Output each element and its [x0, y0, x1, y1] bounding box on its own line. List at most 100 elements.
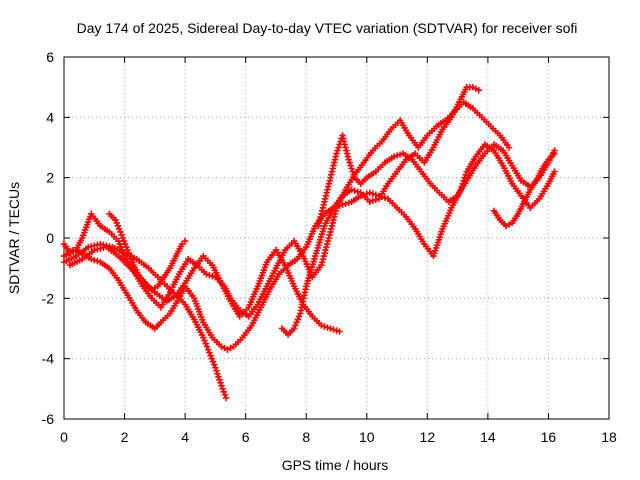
data-point — [210, 361, 218, 368]
x-tick-label: 0 — [60, 429, 68, 445]
data-point — [348, 186, 355, 193]
data-point — [207, 352, 214, 359]
data-point — [294, 316, 301, 323]
data-point — [320, 252, 328, 260]
x-tick-label: 18 — [601, 429, 617, 445]
series-sat-a — [60, 141, 558, 353]
data-point — [212, 364, 219, 371]
data-point — [88, 255, 95, 263]
x-tick-label: 10 — [359, 429, 375, 445]
data-point — [354, 188, 361, 195]
data-point — [181, 237, 189, 245]
data-point — [202, 340, 209, 347]
data-point — [325, 234, 332, 242]
data-point — [348, 165, 355, 172]
data-point — [200, 334, 207, 341]
data-point — [330, 326, 337, 333]
data-point — [322, 246, 329, 254]
y-tick-label: -6 — [42, 411, 55, 427]
series-sat-h — [490, 150, 558, 230]
x-tick-label: 2 — [121, 429, 129, 445]
data-points — [60, 83, 558, 402]
data-point — [505, 144, 513, 151]
data-point — [120, 237, 128, 245]
data-point — [125, 249, 132, 257]
data-point — [326, 231, 333, 239]
data-point — [204, 346, 212, 353]
series-sat-f — [278, 83, 483, 338]
data-point — [345, 199, 352, 207]
data-point — [369, 197, 377, 204]
data-point — [321, 249, 328, 257]
data-point — [208, 355, 215, 362]
data-point — [290, 325, 298, 332]
data-point — [349, 168, 356, 175]
data-point — [293, 319, 300, 326]
data-point — [215, 373, 222, 380]
data-point — [203, 343, 211, 350]
data-point — [116, 240, 123, 248]
data-point — [206, 349, 213, 356]
data-point — [475, 86, 483, 94]
x-axis-title: GPS time / hours — [282, 457, 389, 473]
data-point — [333, 327, 340, 334]
data-point — [213, 367, 220, 374]
data-point — [91, 256, 98, 264]
data-point — [324, 324, 331, 331]
data-point — [323, 240, 331, 248]
series-sat-e — [106, 210, 189, 293]
series-sat-b — [60, 99, 513, 320]
data-point — [381, 194, 389, 201]
data-point — [366, 198, 374, 205]
data-point — [318, 261, 325, 269]
data-point — [366, 189, 374, 196]
data-point — [346, 159, 353, 166]
data-point — [121, 240, 129, 248]
data-point — [292, 322, 299, 329]
data-point — [117, 228, 124, 236]
data-point — [216, 376, 223, 383]
grid-layer — [64, 57, 609, 419]
y-tick-label: 4 — [46, 109, 54, 125]
data-point — [178, 240, 186, 248]
data-point — [345, 156, 352, 163]
data-point — [342, 200, 349, 208]
data-point — [129, 258, 136, 266]
y-axis-ticks: -6 -4 -2 0 2 4 6 — [42, 49, 609, 427]
data-point — [209, 358, 217, 365]
data-point — [112, 216, 119, 224]
data-point — [119, 234, 126, 242]
data-point — [115, 225, 123, 233]
data-point — [369, 190, 377, 197]
data-point — [334, 147, 341, 154]
y-tick-label: 0 — [46, 230, 54, 246]
x-tick-label: 4 — [181, 429, 189, 445]
data-point — [336, 328, 343, 335]
data-point — [551, 168, 558, 175]
data-point — [335, 144, 342, 151]
data-point — [124, 246, 131, 254]
y-tick-label: 2 — [46, 170, 54, 186]
data-point — [351, 187, 358, 194]
data-point — [221, 391, 229, 399]
data-point — [462, 171, 469, 178]
x-tick-label: 6 — [242, 429, 250, 445]
data-point — [321, 323, 328, 330]
data-point — [318, 322, 325, 329]
y-tick-label: -2 — [42, 290, 55, 306]
data-point — [94, 257, 101, 265]
data-point — [323, 243, 330, 251]
y-tick-label: 6 — [46, 49, 54, 65]
chart-title: Day 174 of 2025, Sidereal Day-to-day VTE… — [77, 20, 578, 36]
y-tick-label: -4 — [42, 351, 55, 367]
data-point — [324, 237, 332, 245]
series-sat-g — [315, 132, 558, 230]
data-point — [350, 171, 357, 178]
x-tick-label: 8 — [302, 429, 310, 445]
data-point — [363, 190, 370, 197]
data-point — [222, 394, 230, 402]
data-point — [117, 243, 125, 251]
data-point — [113, 219, 120, 227]
x-tick-label: 12 — [420, 429, 436, 445]
data-point — [551, 150, 558, 157]
